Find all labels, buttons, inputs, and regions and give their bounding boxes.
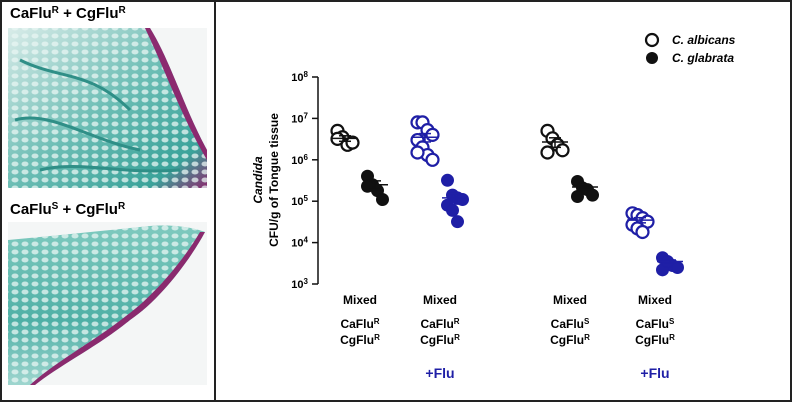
x-category-label: Mixed: [423, 293, 457, 307]
data-point: [441, 173, 454, 187]
data-point: [345, 135, 360, 150]
x-category-label: Mixed: [638, 293, 672, 307]
right-panel-border: [214, 0, 792, 402]
label-part: + CgFlu: [58, 201, 118, 218]
y-tick-label: 108: [291, 70, 308, 85]
label-part: CaFlu: [10, 201, 52, 218]
tick-base: 10: [291, 72, 303, 84]
tick-exponent: 6: [304, 152, 309, 161]
tick-base: 10: [291, 279, 303, 291]
strain-label: CgFluR: [550, 333, 590, 348]
data-point: [376, 192, 389, 206]
tick-exponent: 3: [304, 277, 309, 286]
label-superscript: R: [52, 5, 60, 16]
y-tick-label: 106: [291, 152, 308, 167]
data-point: [451, 215, 464, 229]
strain-label: CaFluR: [420, 317, 459, 332]
strain-name: CaFlu: [636, 317, 669, 331]
y-axis-label: CFU/g of Tongue tissue: [267, 113, 281, 247]
data-point: [571, 189, 584, 203]
y-axis-label-italic: Candida: [251, 156, 265, 204]
panel-label: CaFluR + CgFluR: [10, 5, 127, 23]
data-point: [425, 127, 440, 142]
strain-superscript: R: [374, 333, 380, 342]
legend-marker: [646, 52, 658, 64]
strain-name: CgFlu: [550, 333, 584, 347]
y-tick-label: 105: [291, 194, 308, 209]
strain-name: CgFlu: [420, 333, 454, 347]
y-tick-label: 104: [291, 235, 308, 250]
data-point: [456, 192, 469, 206]
treatment-label: +Flu: [425, 365, 454, 381]
legend-label: C. albicans: [672, 33, 736, 47]
data-point: [410, 145, 425, 160]
strain-name: CaFlu: [420, 317, 453, 331]
x-category-label: Mixed: [343, 293, 377, 307]
strain-label: CgFluR: [635, 333, 675, 348]
data-point: [555, 143, 570, 158]
strain-label: CgFluR: [420, 333, 460, 348]
strain-label: CaFluS: [551, 317, 590, 332]
tick-base: 10: [291, 113, 303, 125]
tick-exponent: 8: [304, 70, 309, 79]
y-tick-label: 107: [291, 111, 308, 126]
strain-label: CaFluS: [636, 317, 675, 332]
y-tick-label: 103: [291, 277, 308, 292]
tick-base: 10: [291, 238, 303, 250]
histology-image-top: [8, 28, 207, 188]
data-point: [586, 188, 599, 202]
data-point: [425, 152, 440, 167]
treatment-label: +Flu: [640, 365, 669, 381]
strain-superscript: R: [454, 333, 460, 342]
strain-name: CaFlu: [340, 317, 373, 331]
label-superscript: R: [118, 201, 126, 212]
strain-label: CgFluR: [340, 333, 380, 348]
strain-label: CaFluR: [340, 317, 379, 332]
strain-name: CaFlu: [551, 317, 584, 331]
data-point: [540, 145, 555, 160]
tick-base: 10: [291, 196, 303, 208]
label-part: + CgFlu: [59, 5, 119, 22]
legend-label: C. glabrata: [672, 51, 734, 65]
panel-label: CaFluS + CgFluR: [10, 201, 126, 219]
strain-name: CgFlu: [635, 333, 669, 347]
strain-superscript: S: [584, 317, 590, 326]
strain-superscript: R: [669, 333, 675, 342]
label-superscript: R: [119, 5, 127, 16]
data-point: [635, 224, 650, 240]
tick-exponent: 5: [304, 194, 309, 203]
data-point: [361, 179, 374, 193]
strain-superscript: R: [454, 317, 460, 326]
strain-name: CgFlu: [340, 333, 374, 347]
tick-exponent: 4: [304, 235, 309, 244]
data-point: [446, 203, 459, 217]
tick-exponent: 7: [304, 111, 309, 120]
histology-image-bottom: [8, 222, 207, 385]
tick-base: 10: [291, 155, 303, 167]
strain-superscript: R: [374, 317, 380, 326]
legend-marker: [644, 32, 660, 48]
label-part: CaFlu: [10, 5, 52, 22]
strain-superscript: S: [669, 317, 675, 326]
x-category-label: Mixed: [553, 293, 587, 307]
label-superscript: S: [52, 201, 59, 212]
strain-superscript: R: [584, 333, 590, 342]
